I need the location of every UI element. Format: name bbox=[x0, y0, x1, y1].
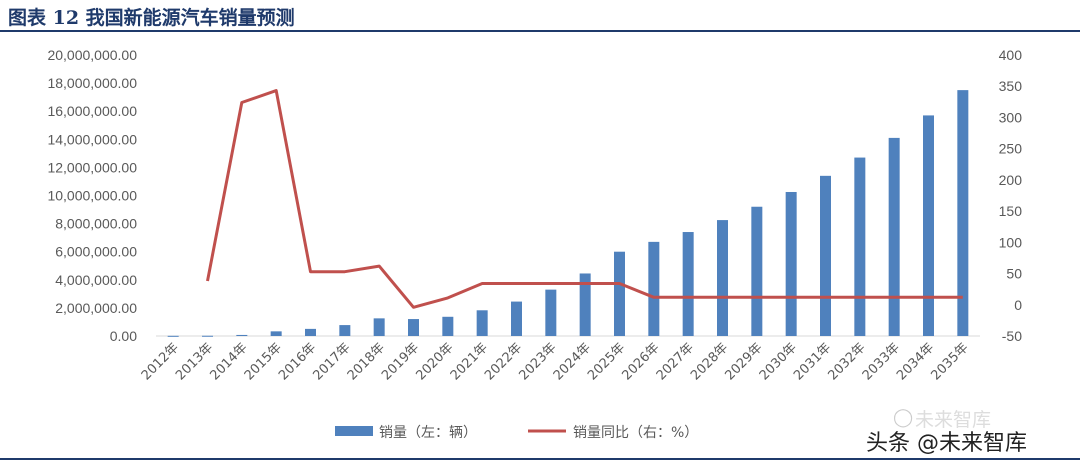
right-tick-label: 300 bbox=[999, 109, 1023, 125]
x-tick-label: 2014年 bbox=[207, 340, 250, 383]
left-tick-label: 12,000,000.00 bbox=[47, 159, 137, 175]
bar bbox=[339, 325, 351, 336]
bar bbox=[717, 220, 728, 336]
x-tick-label: 2013年 bbox=[173, 340, 216, 383]
x-tick-label: 2027年 bbox=[654, 340, 697, 383]
bar bbox=[820, 175, 831, 336]
right-tick-label: 250 bbox=[999, 141, 1023, 157]
x-tick-label: 2029年 bbox=[722, 340, 765, 383]
bar bbox=[648, 241, 660, 336]
x-tick-label: 2028年 bbox=[688, 340, 731, 383]
x-tick-label: 2012年 bbox=[139, 340, 182, 383]
bar bbox=[751, 206, 763, 336]
left-tick-label: 20,000,000.00 bbox=[47, 47, 137, 63]
legend-bar-label: 销量（左：辆） bbox=[379, 425, 477, 441]
bar bbox=[167, 335, 179, 337]
bar bbox=[579, 273, 591, 336]
bar bbox=[373, 318, 385, 336]
right-axis: -50 0 50 100 150 200 250 300 350 400 bbox=[999, 47, 1023, 344]
left-tick-label: 10,000,000.00 bbox=[47, 188, 137, 204]
bar bbox=[888, 137, 900, 336]
line-series-yoy bbox=[206, 89, 963, 309]
x-axis: 2012年2013年2014年2015年2016年2017年2018年2019年… bbox=[139, 340, 972, 383]
x-tick-label: 2025年 bbox=[585, 340, 628, 383]
bar bbox=[785, 191, 797, 336]
left-tick-label: 6,000,000.00 bbox=[55, 244, 137, 260]
title-bar: 图表 12 我国新能源汽车销量预测 bbox=[0, 0, 1080, 32]
x-tick-label: 2017年 bbox=[310, 340, 353, 383]
right-tick-label: 0 bbox=[1014, 297, 1022, 313]
x-tick-label: 2034年 bbox=[894, 340, 937, 383]
x-tick-label: 2019年 bbox=[379, 340, 422, 383]
x-tick-label: 2018年 bbox=[345, 340, 388, 383]
right-tick-label: 200 bbox=[999, 172, 1023, 188]
bottom-divider bbox=[0, 458, 1080, 460]
bar bbox=[957, 90, 969, 336]
bar bbox=[511, 301, 522, 336]
watermark-account: 头条 @未来智库 bbox=[866, 431, 1027, 456]
bar bbox=[476, 310, 488, 336]
legend-line-label: 销量同比（右：%） bbox=[573, 425, 698, 441]
title-divider bbox=[0, 30, 1080, 32]
bar bbox=[682, 232, 694, 336]
bar bbox=[545, 289, 557, 336]
left-tick-label: 16,000,000.00 bbox=[47, 103, 137, 119]
left-axis: 0.00 2,000,000.00 4,000,000.00 6,000,000.00… bbox=[47, 47, 137, 344]
watermark-source: 未来智库 bbox=[915, 409, 992, 431]
wechat-icon: ◯ bbox=[893, 407, 914, 428]
chart-title: 图表 12 我国新能源汽车销量预测 bbox=[8, 7, 295, 29]
x-tick-label: 2023年 bbox=[516, 340, 559, 383]
left-tick-label: 14,000,000.00 bbox=[47, 131, 137, 147]
left-tick-label: 18,000,000.00 bbox=[47, 75, 137, 91]
x-tick-label: 2030年 bbox=[757, 340, 800, 383]
right-tick-label: 50 bbox=[1006, 266, 1022, 282]
x-tick-label: 2020年 bbox=[413, 340, 456, 383]
bar bbox=[236, 334, 248, 336]
right-tick-label: 150 bbox=[999, 203, 1023, 219]
left-tick-label: 0.00 bbox=[110, 328, 137, 344]
legend-bar-swatch bbox=[335, 426, 373, 436]
right-tick-label: 400 bbox=[999, 47, 1023, 63]
right-tick-label: 100 bbox=[999, 234, 1023, 250]
right-tick-label: -50 bbox=[1002, 328, 1022, 344]
legend: 销量（左：辆） 销量同比（右：%） bbox=[335, 425, 698, 441]
x-tick-label: 2031年 bbox=[791, 340, 834, 383]
x-tick-label: 2035年 bbox=[928, 340, 971, 383]
x-tick-label: 2021年 bbox=[448, 340, 491, 383]
x-tick-label: 2032年 bbox=[825, 340, 868, 383]
x-tick-label: 2015年 bbox=[242, 340, 285, 383]
bar bbox=[202, 335, 213, 337]
x-tick-label: 2024年 bbox=[551, 340, 594, 383]
x-tick-label: 2026年 bbox=[619, 340, 662, 383]
x-tick-label: 2033年 bbox=[860, 340, 903, 383]
bar bbox=[270, 331, 282, 336]
bar bbox=[923, 115, 934, 336]
bar bbox=[614, 251, 625, 336]
left-tick-label: 8,000,000.00 bbox=[55, 216, 137, 232]
bar bbox=[305, 328, 316, 336]
x-tick-label: 2016年 bbox=[276, 340, 319, 383]
left-tick-label: 2,000,000.00 bbox=[55, 300, 137, 316]
x-tick-label: 2022年 bbox=[482, 340, 525, 383]
bar bbox=[442, 316, 454, 336]
right-tick-label: 350 bbox=[999, 78, 1023, 94]
left-tick-label: 4,000,000.00 bbox=[55, 272, 137, 288]
bar-series bbox=[167, 90, 969, 337]
bar bbox=[408, 319, 419, 336]
bar bbox=[854, 157, 866, 336]
